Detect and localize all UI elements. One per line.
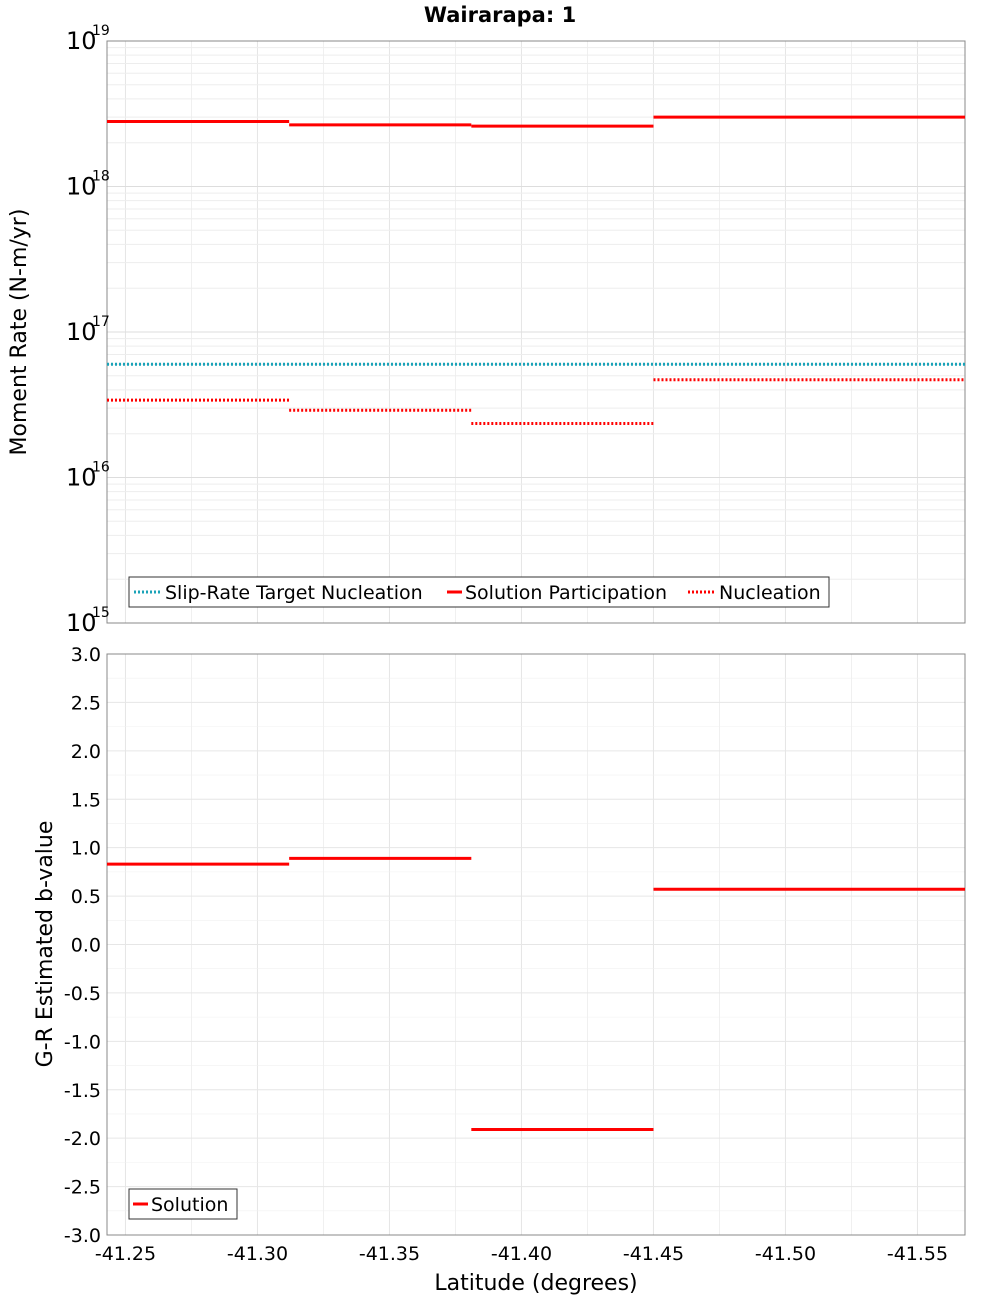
b-value-y-tick-label: 0.0 [71,935,101,957]
b-value-y-tick-label: 2.5 [71,692,101,714]
b-value-panel: 3.0 2.5 2.0 1.5 1.0 0.5 0.0 -0.5 -1.0 -1.5 -2.0 -2.… [33,644,966,1247]
b-value-y-axis-label: G-R Estimated b-value [33,821,58,1068]
legend-label-nucleation: Nucleation [719,582,821,604]
b-value-y-tick-label: 3.0 [71,644,101,666]
x-tick-label: -41.40 [491,1243,552,1265]
moment-rate-y-tick-base: 10 [66,318,97,346]
b-value-y-tick-label: -1.0 [64,1031,101,1053]
b-value-y-tick-label: -3.0 [64,1225,101,1247]
moment-rate-y-tick-exponent: 17 [92,314,110,330]
moment-rate-y-axis-label: Moment Rate (N-m/yr) [7,209,32,456]
b-value-plot-frame [106,653,966,1236]
moment-rate-legend: Slip-Rate Target Nucleation Solution Par… [128,576,830,608]
x-tick-label: -41.50 [755,1243,816,1265]
moment-rate-y-tick-base: 10 [66,27,97,55]
moment-rate-y-tick-exponent: 15 [92,605,110,621]
moment-rate-y-tick-base: 10 [66,173,97,201]
moment-rate-y-tick-exponent: 19 [92,23,110,39]
b-value-series-group [107,856,965,1131]
legend-label-slip-rate-target: Slip-Rate Target Nucleation [165,582,423,604]
b-value-y-tick-label: 0.5 [71,886,101,908]
moment-rate-plot-frame [106,40,966,624]
x-tick-label: -41.45 [623,1243,684,1265]
x-axis-label: Latitude (degrees) [434,1271,637,1296]
b-value-y-tick-label: -1.5 [64,1080,101,1102]
b-value-y-tick-label: -2.0 [64,1128,101,1150]
chart-title: Wairarapa: 1 [424,3,576,27]
moment-rate-y-tick-base: 10 [66,464,97,492]
legend-label-solution-participation: Solution Participation [465,582,667,604]
b-value-y-tick-label: 1.5 [71,789,101,811]
moment-rate-y-tick-exponent: 18 [92,169,110,185]
b-value-y-tick-label: -2.5 [64,1177,101,1199]
b-value-y-ticks: 3.0 2.5 2.0 1.5 1.0 0.5 0.0 -0.5 -1.0 -1.5 -2.0 -2.… [64,644,101,1247]
b-value-y-tick-label: -0.5 [64,983,101,1005]
moment-rate-series-group [107,115,965,426]
b-value-grid [107,653,965,1236]
x-tick-label: -41.35 [359,1243,420,1265]
moment-rate-y-tick-base: 10 [66,609,97,637]
b-value-y-tick-label: 1.0 [71,838,101,860]
x-tick-label: -41.55 [887,1243,948,1265]
x-tick-label: -41.30 [227,1243,288,1265]
x-axis-ticks: -41.25 -41.30 -41.35 -41.40 -41.45 -41.50 -41.… [95,1243,948,1265]
moment-rate-y-tick-exponent: 16 [92,460,110,476]
b-value-y-tick-label: 2.0 [71,741,101,763]
x-tick-label: -41.25 [95,1243,156,1265]
b-value-legend: Solution [128,1188,238,1220]
legend-label-solution: Solution [151,1194,228,1216]
